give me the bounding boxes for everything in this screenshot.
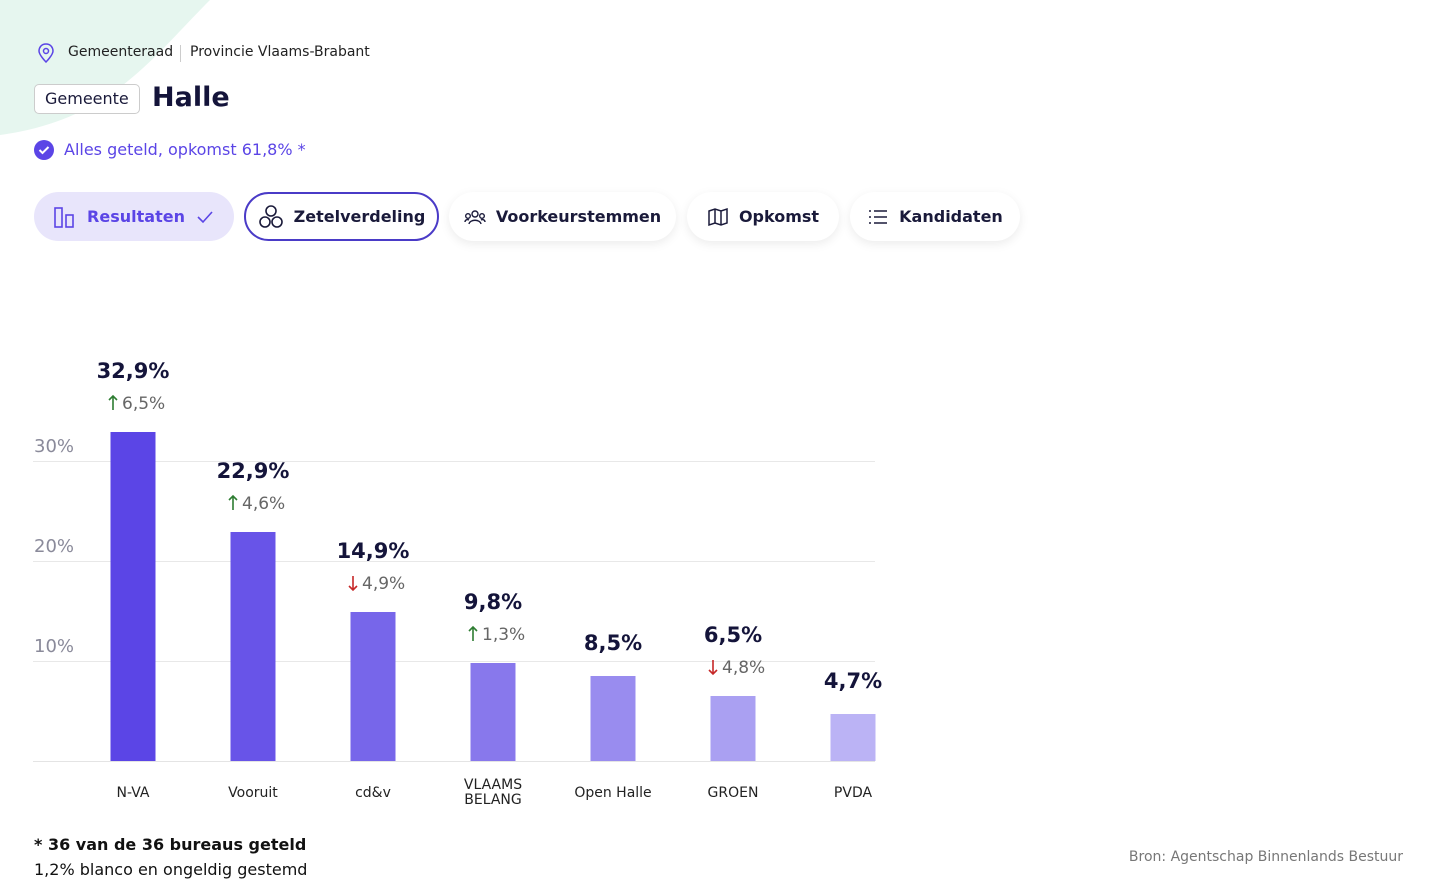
tab[interactable]: Opkomst (687, 192, 839, 241)
location-icon (38, 43, 54, 63)
tab-check (197, 210, 213, 223)
change-arrow (468, 625, 478, 641)
bar (110, 432, 156, 761)
value-label: 4,7% (824, 669, 882, 693)
tab-label: Kandidaten (899, 207, 1003, 226)
y-tick-label: 30% (34, 436, 74, 457)
x-tick-label: VLAAMS BELANG (464, 777, 522, 808)
y-tick-label: 20% (34, 536, 74, 557)
value-label: 14,9% (337, 539, 410, 563)
breadcrumb: Provincie Vlaams-Brabant (190, 44, 370, 60)
change-arrow (228, 494, 238, 510)
value-label: 6,5% (704, 623, 762, 647)
change-arrow (108, 394, 118, 410)
value-label: 22,9% (217, 459, 290, 483)
tab[interactable]: Voorkeurstemmen (449, 192, 676, 241)
tab[interactable]: Kandidaten (850, 192, 1020, 241)
y-tick-label: 10% (34, 636, 74, 657)
bar (830, 714, 876, 761)
bar (230, 532, 276, 761)
footnote: 1,2% blanco en ongeldig gestemd (34, 860, 308, 879)
bar (590, 676, 636, 761)
value-label: 9,8% (464, 590, 522, 614)
change-label: 4,9% (362, 574, 405, 594)
x-tick-label: cd&v (355, 785, 391, 801)
change-label: 6,5% (122, 394, 165, 414)
change-arrow (708, 660, 718, 676)
tab-icon (869, 209, 888, 224)
separator (180, 45, 181, 62)
check-icon (34, 140, 54, 160)
x-tick-label: Vooruit (228, 785, 278, 801)
tab-label: Zetelverdeling (293, 207, 426, 226)
status: Alles geteld, opkomst 61,8% * (64, 140, 306, 159)
change-arrow (348, 576, 358, 592)
tab[interactable]: Zetelverdeling (244, 192, 439, 241)
tab-label: Voorkeurstemmen (495, 207, 662, 226)
footnote: * 36 van de 36 bureaus geteld (34, 835, 307, 854)
tab-label: Resultaten (87, 207, 185, 226)
tab-label: Opkomst (738, 207, 820, 226)
x-tick-label: PVDA (834, 785, 873, 801)
bar (350, 612, 396, 761)
x-tick-label: Open Halle (574, 785, 651, 801)
badge: Gemeente (34, 84, 140, 114)
chart: 10% 20% 30% N-VA 32,9% 6,5% Vooruit 22,9% 4,6% cd… (33, 359, 882, 808)
title: Halle (152, 82, 230, 113)
bar (710, 696, 756, 761)
tab[interactable]: Resultaten (34, 192, 234, 241)
breadcrumb: Gemeenteraad (68, 44, 174, 60)
source: Bron: Agentschap Binnenlands Bestuur (1128, 849, 1403, 865)
value-label: 8,5% (584, 631, 642, 655)
x-tick-label: GROEN (708, 785, 759, 801)
x-tick-label: N-VA (117, 785, 150, 801)
tab-icon (708, 207, 728, 226)
change-label: 1,3% (482, 625, 525, 645)
change-label: 4,8% (722, 658, 765, 678)
tab-icon (54, 206, 74, 228)
tab-icon (464, 209, 486, 224)
bar (470, 663, 516, 761)
tab-icon (258, 204, 283, 228)
x-tick-line: VLAAMS (464, 777, 522, 793)
x-tick-line: BELANG (464, 792, 521, 808)
value-label: 32,9% (97, 359, 170, 383)
change-label: 4,6% (242, 494, 285, 514)
